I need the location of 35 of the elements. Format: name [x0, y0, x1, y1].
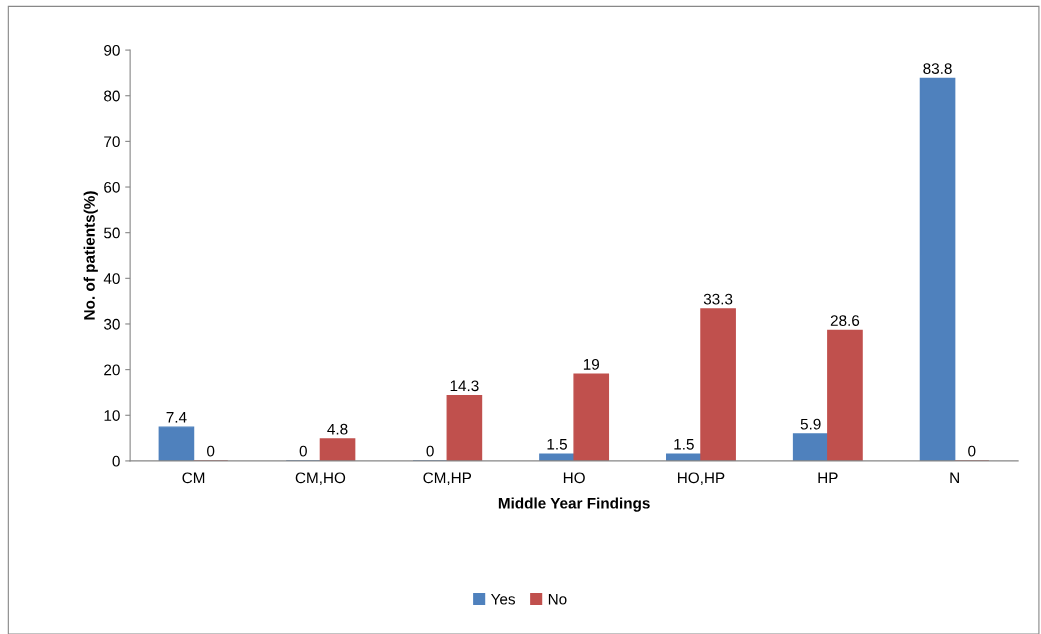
data-label: 14.3 [450, 380, 479, 392]
x-axis-title: Middle Year Findings [498, 497, 650, 512]
data-label: 1.5 [674, 439, 694, 450]
x-tick-label: CM [182, 472, 205, 484]
data-label: 19 [583, 358, 600, 370]
y-tick-label: 40 [103, 273, 120, 285]
y-tick-label: 0 [112, 455, 120, 467]
x-tick-label: N [950, 472, 959, 484]
y-axis-title: No. of patients(%) [83, 191, 98, 320]
data-label: 0 [207, 445, 215, 457]
y-tick-label: 20 [104, 364, 120, 376]
x-tick-label: HO [563, 472, 585, 484]
legend-label: No [548, 593, 567, 605]
data-label: 0 [426, 445, 434, 457]
y-tick-label: 30 [103, 318, 120, 330]
y-tick-label: 10 [104, 410, 120, 421]
data-label: 0 [299, 445, 307, 457]
y-tick-label: 70 [104, 136, 120, 148]
data-label: 0 [968, 445, 976, 457]
data-label: 83.8 [923, 63, 952, 74]
data-label: 28.6 [830, 315, 860, 326]
data-label: 33.3 [703, 293, 733, 305]
y-tick-label: 90 [104, 44, 120, 56]
legend-label: Yes [490, 593, 516, 605]
y-tick-label: 50 [104, 227, 120, 239]
x-tick-label: HP [818, 472, 838, 484]
data-label: 4.8 [327, 423, 348, 435]
y-tick-label: 80 [104, 90, 120, 102]
y-tick-label: 60 [104, 181, 120, 193]
data-label: 7.4 [166, 412, 187, 423]
data-label: 1.5 [547, 439, 567, 450]
data-label: 5.9 [800, 418, 821, 430]
x-tick-label: HO,HP [678, 472, 725, 486]
x-tick-label: CM,HP [423, 472, 472, 486]
x-tick-label: CM,HO [295, 472, 346, 486]
